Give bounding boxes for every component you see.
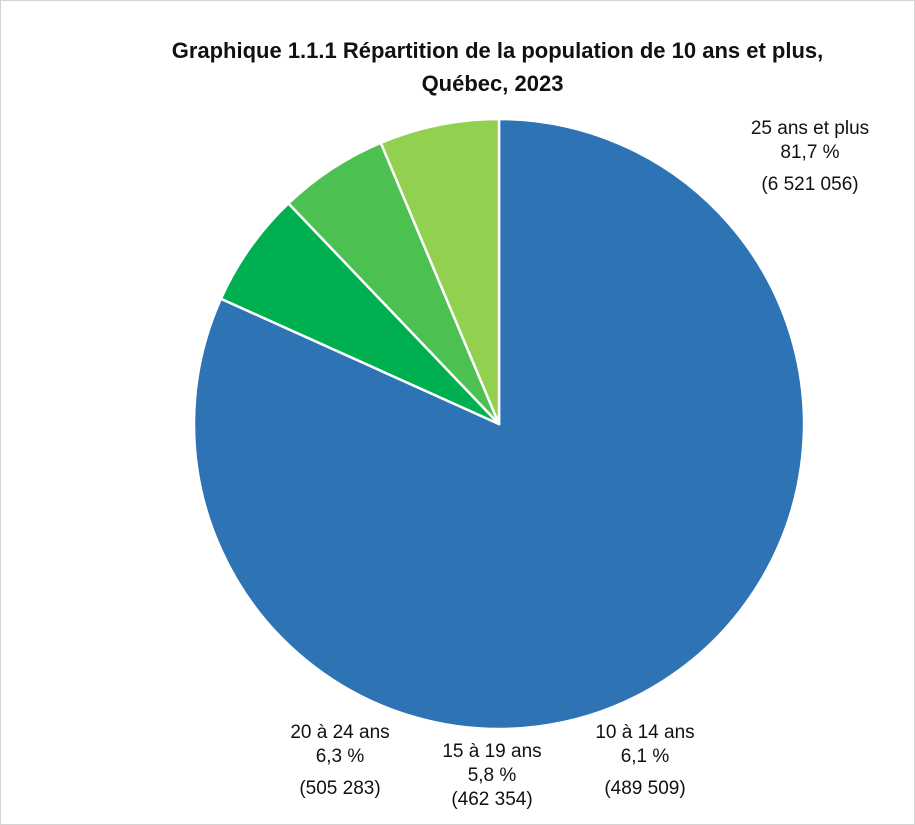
- slice-label-10-14: 10 à 14 ans 6,1 % (489 509): [570, 721, 720, 801]
- slice-percent: 6,1 %: [620, 746, 670, 767]
- slice-count: (505 283): [299, 778, 381, 799]
- pie-slice-10-14-ans: [219, 202, 501, 426]
- slice-percent: 6,3 %: [315, 746, 365, 767]
- slice-name: 10 à 14 ans: [595, 722, 695, 743]
- chart-title-line-2: Québec, 2023: [421, 71, 564, 96]
- slice-count: (489 509): [604, 778, 686, 799]
- slice-percent: 81,7 %: [780, 142, 840, 163]
- slice-label-25-plus: 25 ans et plus 81,7 % (6 521 056): [725, 117, 895, 197]
- slice-count: (462 354): [451, 789, 533, 810]
- slice-name: 15 à 19 ans: [442, 741, 542, 762]
- slice-label-20-24: 20 à 24 ans 6,3 % (505 283): [265, 721, 415, 801]
- chart-title-line-1: Graphique 1.1.1 Répartition de la popula…: [171, 38, 824, 63]
- slice-name: 25 ans et plus: [750, 118, 870, 139]
- slice-count: (6 521 056): [761, 174, 859, 195]
- pie-slices: [192, 117, 806, 731]
- pie-slice-20-24-ans: [379, 117, 501, 426]
- slice-name: 20 à 24 ans: [290, 722, 390, 743]
- slice-percent: 5,8 %: [467, 765, 517, 786]
- slice-label-15-19: 15 à 19 ans 5,8 % (462 354): [417, 740, 567, 812]
- pie-slice-25-ans-et-plus: [192, 117, 806, 731]
